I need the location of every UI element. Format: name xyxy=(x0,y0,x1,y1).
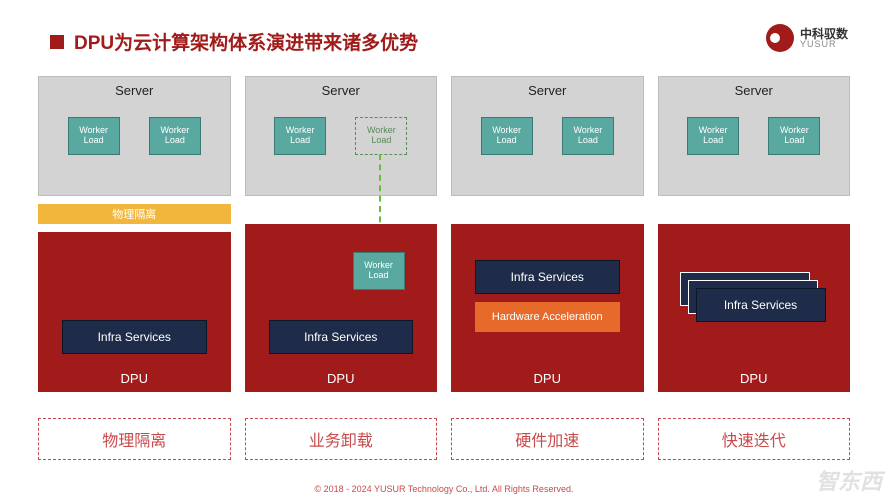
caption-hwacc: 硬件加速 xyxy=(451,418,644,460)
brand-logo-icon xyxy=(766,24,794,52)
server-box: Server WorkerLoad WorkerLoad xyxy=(38,76,231,196)
worker-load-box: WorkerLoad xyxy=(149,117,201,155)
diagram-columns: Server WorkerLoad WorkerLoad 物理隔离 Infra … xyxy=(38,76,850,392)
copyright-footer: © 2018 - 2024 YUSUR Technology Co., Ltd.… xyxy=(0,484,888,494)
infra-services-box: Infra Services xyxy=(62,320,207,354)
title-text: DPU为云计算架构体系演进带来诸多优势 xyxy=(74,28,418,55)
server-label: Server xyxy=(659,83,850,98)
caption-iterate: 快速迭代 xyxy=(658,418,851,460)
dpu-label: DPU xyxy=(451,371,644,386)
col-offload: Server WorkerLoad WorkerLoad WorkerLoad … xyxy=(245,76,438,392)
title-bullet xyxy=(50,35,64,49)
dpu-label: DPU xyxy=(658,371,851,386)
dpu-label: DPU xyxy=(38,371,231,386)
col-hwacc: Server WorkerLoad WorkerLoad Infra Servi… xyxy=(451,76,644,392)
slide-title: DPU为云计算架构体系演进带来诸多优势 xyxy=(50,28,418,55)
dpu-label: DPU xyxy=(245,371,438,386)
server-box: Server WorkerLoad WorkerLoad xyxy=(245,76,438,196)
infra-services-box: Infra Services xyxy=(696,288,826,322)
worker-load-box: WorkerLoad xyxy=(768,117,820,155)
infra-services-box: Infra Services xyxy=(269,320,414,354)
caption-row: 物理隔离 业务卸载 硬件加速 快速迭代 xyxy=(38,418,850,460)
server-label: Server xyxy=(39,83,230,98)
dpu-box: Infra Services DPU xyxy=(38,232,231,392)
server-box: Server WorkerLoad WorkerLoad xyxy=(658,76,851,196)
hw-accel-box: Hardware Acceleration xyxy=(475,302,620,332)
brand-name-cn: 中科驭数 xyxy=(800,28,848,40)
col-isolation: Server WorkerLoad WorkerLoad 物理隔离 Infra … xyxy=(38,76,231,392)
worker-load-offloaded: WorkerLoad xyxy=(353,252,405,290)
worker-load-box: WorkerLoad xyxy=(562,117,614,155)
dpu-box: Infra Services DPU xyxy=(658,224,851,392)
brand-name-en: YUSUR xyxy=(800,40,848,49)
worker-load-box: WorkerLoad xyxy=(687,117,739,155)
server-label: Server xyxy=(452,83,643,98)
isolation-bar: 物理隔离 xyxy=(38,204,231,224)
server-box: Server WorkerLoad WorkerLoad xyxy=(451,76,644,196)
brand-logo: 中科驭数 YUSUR xyxy=(766,24,848,52)
worker-load-box: WorkerLoad xyxy=(68,117,120,155)
worker-load-box: WorkerLoad xyxy=(481,117,533,155)
dpu-box: Infra Services Hardware Acceleration DPU xyxy=(451,224,644,392)
dpu-box: WorkerLoad Infra Services DPU xyxy=(245,224,438,392)
col-iterate: Server WorkerLoad WorkerLoad Infra Servi… xyxy=(658,76,851,392)
caption-offload: 业务卸载 xyxy=(245,418,438,460)
server-label: Server xyxy=(246,83,437,98)
infra-services-box: Infra Services xyxy=(475,260,620,294)
caption-isolation: 物理隔离 xyxy=(38,418,231,460)
worker-load-ghost: WorkerLoad xyxy=(355,117,407,155)
worker-load-box: WorkerLoad xyxy=(274,117,326,155)
